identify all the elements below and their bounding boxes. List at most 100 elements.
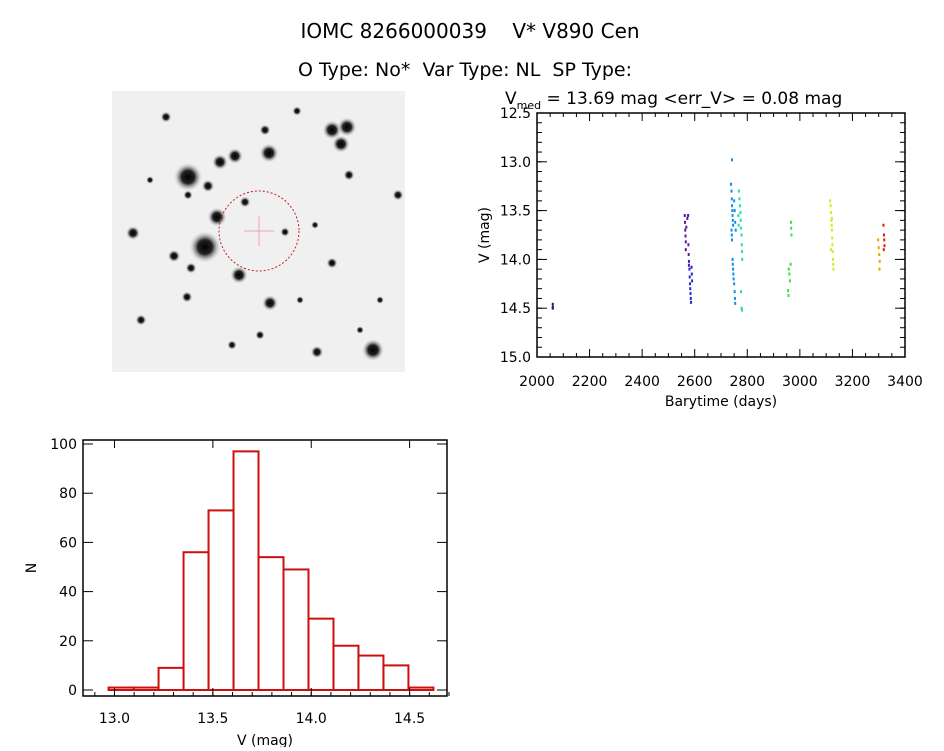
- x-tick-label: 2200: [572, 374, 608, 390]
- data-point: [830, 223, 833, 227]
- data-point: [883, 244, 886, 248]
- star: [259, 124, 271, 136]
- data-point: [686, 216, 689, 220]
- x-tick-label: 2400: [624, 374, 660, 390]
- data-point: [733, 199, 736, 203]
- data-point: [732, 277, 735, 281]
- star: [160, 111, 172, 123]
- data-point: [787, 267, 790, 271]
- data-point: [733, 282, 736, 286]
- x-tick-label: 3000: [782, 374, 818, 390]
- y-tick-label: 14.5: [500, 301, 531, 317]
- y-tick-label: 12.5: [500, 106, 531, 122]
- data-point: [730, 228, 733, 232]
- data-point: [733, 296, 736, 300]
- data-point: [831, 257, 834, 261]
- star: [146, 176, 154, 184]
- data-point: [741, 308, 744, 312]
- data-point: [789, 220, 792, 224]
- star: [259, 143, 279, 163]
- histogram-bar: [132, 686, 160, 691]
- histogram-bar: [107, 686, 135, 691]
- histogram-bar: [257, 556, 285, 691]
- y-tick-label: 15.0: [500, 350, 531, 366]
- data-point: [830, 218, 833, 222]
- data-point: [683, 213, 686, 217]
- data-point: [740, 306, 743, 310]
- data-point: [882, 233, 885, 237]
- data-point: [688, 282, 691, 286]
- x-axis-label: V (mag): [237, 733, 293, 747]
- data-point: [734, 301, 737, 305]
- x-tick-label: 2600: [677, 374, 713, 390]
- data-point: [551, 302, 554, 306]
- star: [189, 231, 221, 263]
- data-point: [729, 182, 732, 186]
- data-point: [731, 213, 734, 217]
- histogram-chart: 13.0 13.5 14.0 14.5 0 20 40 60 80 100 V (mag) N: [24, 437, 450, 749]
- plot-frame: [536, 112, 906, 358]
- data-point: [684, 248, 687, 252]
- data-point: [787, 294, 790, 298]
- star: [207, 207, 227, 227]
- data-point: [831, 243, 834, 247]
- data-point: [878, 253, 881, 257]
- star: [292, 106, 302, 116]
- data-point: [684, 240, 687, 244]
- y-tick-label: 80: [59, 486, 77, 502]
- star: [296, 296, 304, 304]
- subtitle: O Type: No* Var Type: NL SP Type:: [298, 59, 632, 81]
- y-tick-label: 0: [68, 683, 77, 699]
- data-point: [687, 243, 690, 247]
- data-point: [829, 199, 832, 203]
- star: [310, 345, 324, 359]
- main-title: IOMC 8266000039 V* V890 Cen: [300, 19, 639, 43]
- finding-chart: [112, 91, 405, 372]
- star: [361, 338, 385, 362]
- data-point: [690, 300, 693, 304]
- x-tick-label: 14.5: [394, 711, 425, 727]
- star: [135, 314, 147, 326]
- data-point: [732, 223, 735, 227]
- data-point: [740, 243, 743, 247]
- data-point: [687, 253, 690, 257]
- data-point: [731, 204, 734, 208]
- data-point: [788, 272, 791, 276]
- x-tick-label: 3400: [887, 374, 923, 390]
- data-point: [829, 248, 832, 252]
- histogram-bar: [282, 568, 310, 692]
- star: [343, 169, 355, 181]
- x-tick-label: 13.5: [197, 711, 228, 727]
- data-point: [830, 216, 833, 220]
- data-point: [731, 209, 734, 213]
- light-curve-chart: Vmed = 13.69 mag <err_V> = 0.08 mag 2000…: [477, 89, 923, 410]
- star: [173, 162, 203, 192]
- data-point: [832, 267, 835, 271]
- data-point: [689, 296, 692, 300]
- y-tick-label: 13.5: [500, 204, 531, 220]
- star: [322, 120, 342, 140]
- star: [212, 154, 228, 170]
- data-point: [830, 211, 833, 215]
- data-point: [733, 209, 736, 213]
- data-point: [687, 213, 690, 217]
- histogram-bar: [182, 551, 210, 691]
- star: [201, 179, 215, 193]
- star: [332, 135, 350, 153]
- data-point: [877, 246, 880, 250]
- data-point: [737, 223, 740, 227]
- data-point: [829, 204, 832, 208]
- star: [280, 227, 290, 237]
- data-point: [732, 272, 735, 276]
- data-point: [731, 158, 734, 162]
- data-point: [730, 197, 733, 201]
- plot-frame: [82, 439, 448, 697]
- data-point: [733, 290, 736, 294]
- data-point: [739, 290, 742, 294]
- star: [227, 340, 237, 350]
- data-point: [739, 211, 742, 215]
- star: [326, 257, 338, 269]
- star: [262, 295, 278, 311]
- data-point: [739, 226, 742, 230]
